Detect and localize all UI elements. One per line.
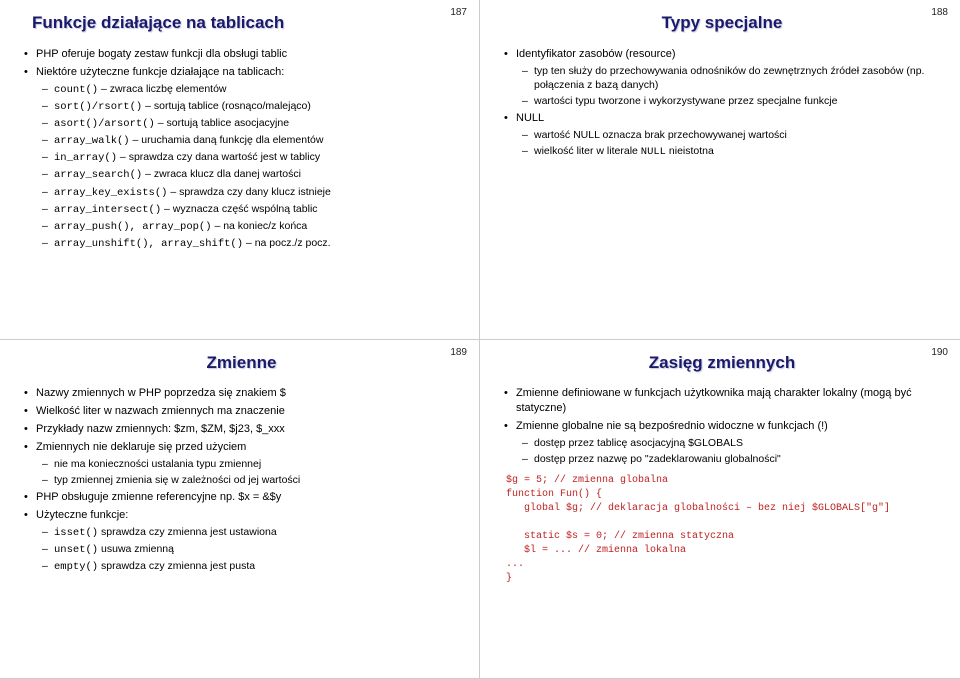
code-inline: unset()	[54, 544, 98, 556]
sub-text: – sprawdza czy dany klucz istnieje	[167, 186, 330, 198]
bullet-item: Niektóre użyteczne funkcje działające na…	[22, 65, 461, 252]
sub-item: array_unshift(), array_shift() – na pocz…	[36, 236, 461, 251]
sub-item: empty() sprawdza czy zmienna jest pusta	[36, 559, 461, 574]
bullet-item: Zmiennych nie deklaruje się przed użycie…	[22, 440, 461, 487]
sub-text: sprawdza czy zmienna jest ustawiona	[98, 526, 277, 538]
sub-item: in_array() – sprawdza czy dana wartość j…	[36, 150, 461, 165]
code-inline: array_walk()	[54, 135, 130, 147]
page-number: 187	[450, 6, 467, 20]
sub-item: asort()/arsort() – sortują tablice asocj…	[36, 116, 461, 131]
code-inline: array_push(), array_pop()	[54, 221, 212, 233]
sub-item: wartości typu tworzone i wykorzystywane …	[516, 94, 942, 108]
bullet-item: Wielkość liter w nazwach zmiennych ma zn…	[22, 404, 461, 419]
code-inline: array_search()	[54, 169, 142, 181]
sub-item: wartość NULL oznacza brak przechowywanej…	[516, 128, 942, 142]
sub-text: usuwa zmienną	[98, 543, 174, 555]
slide-title: Zasięg zmiennych	[502, 352, 942, 375]
sub-list: typ ten służy do przechowywania odnośnik…	[516, 64, 942, 109]
sub-text: – na pocz./z pocz.	[243, 237, 331, 249]
bullet-item: Użyteczne funkcje: isset() sprawdza czy …	[22, 508, 461, 574]
sub-item: typ zmiennej zmienia się w zależności od…	[36, 473, 461, 487]
code-inline: empty()	[54, 561, 98, 573]
slide-grid: 187 Funkcje działające na tablicach PHP …	[0, 0, 960, 679]
sub-list: count() – zwraca liczbę elementów sort()…	[36, 82, 461, 252]
bullet-list: Identyfikator zasobów (resource) typ ten…	[502, 47, 942, 160]
bullet-item: PHP oferuje bogaty zestaw funkcji dla ob…	[22, 47, 461, 62]
page-number: 190	[931, 346, 948, 360]
code-inline: sort()/rsort()	[54, 101, 142, 113]
sub-item: wielkość liter w literale NULL nieistotn…	[516, 144, 942, 159]
code-inline: in_array()	[54, 152, 117, 164]
sub-item: unset() usuwa zmienną	[36, 542, 461, 557]
bullet-item: PHP obsługuje zmienne referencyjne np. $…	[22, 490, 461, 505]
bullet-text: Identyfikator zasobów (resource)	[516, 48, 676, 60]
slide-187: 187 Funkcje działające na tablicach PHP …	[0, 0, 480, 340]
sub-list: isset() sprawdza czy zmienna jest ustawi…	[36, 525, 461, 575]
sub-text: – sortują tablice asocjacyjne	[155, 117, 289, 129]
bullet-item: Zmienne globalne nie są bezpośrednio wid…	[502, 419, 942, 466]
bullet-list: Zmienne definiowane w funkcjach użytkown…	[502, 386, 942, 466]
sub-item: array_search() – zwraca klucz dla danej …	[36, 167, 461, 182]
sub-item: array_key_exists() – sprawdza czy dany k…	[36, 185, 461, 200]
page-number: 189	[450, 346, 467, 360]
sub-item: array_intersect() – wyznacza część wspól…	[36, 202, 461, 217]
bullet-item: Nazwy zmiennych w PHP poprzedza się znak…	[22, 386, 461, 401]
sub-list: dostęp przez tablicę asocjacyjną $GLOBAL…	[516, 436, 942, 466]
bullet-text: Zmienne globalne nie są bezpośrednio wid…	[516, 420, 828, 432]
sub-list: nie ma konieczności ustalania typu zmien…	[36, 457, 461, 487]
sub-text: – uruchamia daną funkcję dla elementów	[130, 134, 324, 146]
bullet-item: Identyfikator zasobów (resource) typ ten…	[502, 47, 942, 108]
bullet-text: Zmiennych nie deklaruje się przed użycie…	[36, 441, 246, 453]
slide-title: Zmienne	[22, 352, 461, 375]
sub-item: dostęp przez nazwę po "zadeklarowaniu gl…	[516, 452, 942, 466]
slide-title: Funkcje działające na tablicach	[22, 12, 461, 35]
sub-text: – sortują tablice (rosnąco/malejąco)	[142, 100, 311, 112]
bullet-text: Użyteczne funkcje:	[36, 509, 128, 521]
sub-item: array_walk() – uruchamia daną funkcję dl…	[36, 133, 461, 148]
slide-189: 189 Zmienne Nazwy zmiennych w PHP poprze…	[0, 340, 480, 679]
bullet-text: NULL	[516, 112, 544, 124]
sub-item: typ ten służy do przechowywania odnośnik…	[516, 64, 942, 92]
bullet-list: Nazwy zmiennych w PHP poprzedza się znak…	[22, 386, 461, 574]
bullet-text: Niektóre użyteczne funkcje działające na…	[36, 66, 284, 78]
sub-item: dostęp przez tablicę asocjacyjną $GLOBAL…	[516, 436, 942, 450]
code-inline: array_unshift(), array_shift()	[54, 238, 243, 250]
sub-text: sprawdza czy zmienna jest pusta	[98, 560, 255, 572]
slide-190: 190 Zasięg zmiennych Zmienne definiowane…	[480, 340, 960, 679]
code-block: $g = 5; // zmienna globalna function Fun…	[502, 474, 942, 586]
page-number: 188	[931, 6, 948, 20]
sub-list: wartość NULL oznacza brak przechowywanej…	[516, 128, 942, 159]
sub-item: isset() sprawdza czy zmienna jest ustawi…	[36, 525, 461, 540]
sub-text: – wyznacza część wspólną tablic	[161, 203, 317, 215]
sub-item: count() – zwraca liczbę elementów	[36, 82, 461, 97]
code-inline: isset()	[54, 527, 98, 539]
sub-text: – zwraca liczbę elementów	[98, 83, 226, 95]
sub-text: wielkość liter w literale	[534, 145, 641, 157]
sub-item: array_push(), array_pop() – na koniec/z …	[36, 219, 461, 234]
bullet-list: PHP oferuje bogaty zestaw funkcji dla ob…	[22, 47, 461, 251]
bullet-item: NULL wartość NULL oznacza brak przechowy…	[502, 111, 942, 159]
code-inline: NULL	[641, 146, 666, 158]
code-inline: asort()/arsort()	[54, 118, 155, 130]
sub-text: nieistotna	[666, 145, 714, 157]
slide-188: 188 Typy specjalne Identyfikator zasobów…	[480, 0, 960, 340]
bullet-item: Przykłady nazw zmiennych: $zm, $ZM, $j23…	[22, 422, 461, 437]
sub-text: – sprawdza czy dana wartość jest w tabli…	[117, 151, 320, 163]
sub-item: nie ma konieczności ustalania typu zmien…	[36, 457, 461, 471]
sub-text: – zwraca klucz dla danej wartości	[142, 168, 301, 180]
sub-item: sort()/rsort() – sortują tablice (rosnąc…	[36, 99, 461, 114]
code-inline: count()	[54, 84, 98, 96]
slide-title: Typy specjalne	[502, 12, 942, 35]
bullet-item: Zmienne definiowane w funkcjach użytkown…	[502, 386, 942, 416]
sub-text: – na koniec/z końca	[212, 220, 308, 232]
code-inline: array_intersect()	[54, 204, 161, 216]
code-inline: array_key_exists()	[54, 187, 167, 199]
